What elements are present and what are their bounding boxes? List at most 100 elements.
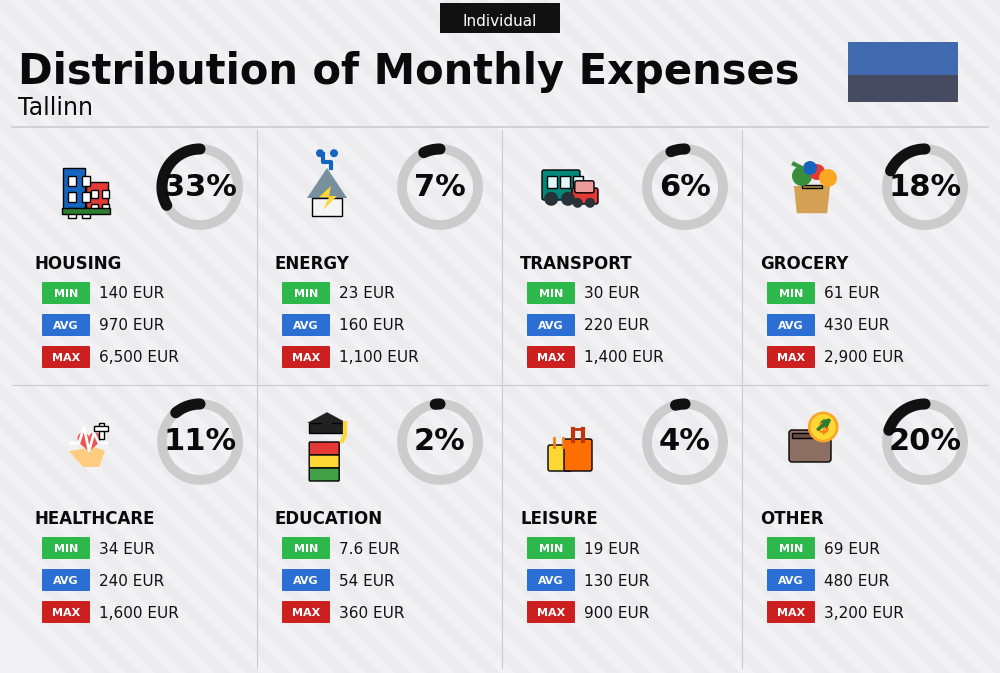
- Text: Distribution of Monthly Expenses: Distribution of Monthly Expenses: [18, 51, 800, 93]
- FancyBboxPatch shape: [792, 433, 828, 438]
- Circle shape: [809, 413, 837, 441]
- Text: MIN: MIN: [539, 544, 563, 554]
- FancyBboxPatch shape: [91, 190, 98, 199]
- Text: MIN: MIN: [294, 289, 318, 299]
- FancyBboxPatch shape: [68, 208, 76, 218]
- Text: AVG: AVG: [778, 576, 804, 586]
- Text: 480 EUR: 480 EUR: [824, 573, 889, 588]
- Circle shape: [803, 161, 817, 175]
- Text: HOUSING: HOUSING: [35, 255, 122, 273]
- Text: 4%: 4%: [659, 427, 711, 456]
- Text: $: $: [817, 419, 829, 437]
- Text: 2%: 2%: [414, 427, 466, 456]
- Circle shape: [792, 166, 812, 186]
- FancyBboxPatch shape: [282, 601, 330, 623]
- FancyBboxPatch shape: [282, 314, 330, 336]
- FancyBboxPatch shape: [848, 42, 958, 75]
- Text: MAX: MAX: [52, 608, 80, 618]
- Text: 7%: 7%: [414, 172, 466, 201]
- FancyBboxPatch shape: [560, 176, 570, 188]
- FancyBboxPatch shape: [282, 282, 330, 304]
- FancyBboxPatch shape: [82, 192, 90, 202]
- Circle shape: [573, 198, 583, 208]
- Text: 61 EUR: 61 EUR: [824, 287, 880, 302]
- Text: AVG: AVG: [53, 576, 79, 586]
- Text: AVG: AVG: [538, 576, 564, 586]
- Text: Tallinn: Tallinn: [18, 96, 93, 120]
- Text: MIN: MIN: [294, 544, 318, 554]
- Text: AVG: AVG: [778, 321, 804, 331]
- Polygon shape: [69, 447, 105, 467]
- Text: 20%: 20%: [889, 427, 962, 456]
- Text: MIN: MIN: [779, 289, 803, 299]
- Text: 19 EUR: 19 EUR: [584, 542, 640, 557]
- FancyBboxPatch shape: [572, 188, 598, 204]
- FancyBboxPatch shape: [548, 445, 572, 471]
- Text: 160 EUR: 160 EUR: [339, 318, 404, 334]
- Text: 30 EUR: 30 EUR: [584, 287, 640, 302]
- Text: MIN: MIN: [779, 544, 803, 554]
- FancyBboxPatch shape: [802, 185, 822, 188]
- FancyBboxPatch shape: [564, 439, 592, 471]
- Text: 69 EUR: 69 EUR: [824, 542, 880, 557]
- FancyBboxPatch shape: [767, 569, 815, 591]
- FancyBboxPatch shape: [86, 182, 108, 212]
- FancyBboxPatch shape: [573, 176, 583, 188]
- Text: 34 EUR: 34 EUR: [99, 542, 155, 557]
- Text: AVG: AVG: [538, 321, 564, 331]
- Text: MIN: MIN: [54, 544, 78, 554]
- FancyBboxPatch shape: [68, 176, 76, 186]
- FancyBboxPatch shape: [527, 346, 575, 368]
- Circle shape: [561, 192, 575, 206]
- Text: AVG: AVG: [293, 321, 319, 331]
- Polygon shape: [319, 186, 337, 210]
- Circle shape: [322, 418, 332, 428]
- Text: 240 EUR: 240 EUR: [99, 573, 164, 588]
- Text: 3,200 EUR: 3,200 EUR: [824, 606, 904, 621]
- Text: 2,900 EUR: 2,900 EUR: [824, 351, 904, 365]
- FancyBboxPatch shape: [527, 537, 575, 559]
- Text: ENERGY: ENERGY: [275, 255, 350, 273]
- Polygon shape: [794, 186, 830, 213]
- FancyBboxPatch shape: [42, 282, 90, 304]
- FancyBboxPatch shape: [42, 314, 90, 336]
- FancyBboxPatch shape: [440, 3, 560, 33]
- Text: 11%: 11%: [163, 427, 237, 456]
- FancyBboxPatch shape: [102, 190, 109, 199]
- Text: 33%: 33%: [164, 172, 236, 201]
- FancyBboxPatch shape: [94, 426, 108, 431]
- FancyBboxPatch shape: [42, 537, 90, 559]
- Text: 23 EUR: 23 EUR: [339, 287, 395, 302]
- FancyBboxPatch shape: [312, 198, 342, 216]
- Polygon shape: [307, 412, 347, 423]
- Text: 1,400 EUR: 1,400 EUR: [584, 351, 664, 365]
- FancyBboxPatch shape: [309, 455, 339, 468]
- FancyBboxPatch shape: [282, 537, 330, 559]
- FancyBboxPatch shape: [82, 208, 90, 218]
- Text: MIN: MIN: [539, 289, 563, 299]
- Text: 130 EUR: 130 EUR: [584, 573, 649, 588]
- Text: 430 EUR: 430 EUR: [824, 318, 889, 334]
- FancyBboxPatch shape: [848, 75, 958, 102]
- Text: EDUCATION: EDUCATION: [275, 510, 383, 528]
- Text: MAX: MAX: [52, 353, 80, 363]
- FancyBboxPatch shape: [62, 208, 110, 214]
- FancyBboxPatch shape: [547, 176, 557, 188]
- FancyBboxPatch shape: [42, 569, 90, 591]
- FancyBboxPatch shape: [282, 346, 330, 368]
- Text: HEALTHCARE: HEALTHCARE: [35, 510, 156, 528]
- Text: 1,100 EUR: 1,100 EUR: [339, 351, 419, 365]
- Text: 1,600 EUR: 1,600 EUR: [99, 606, 179, 621]
- FancyBboxPatch shape: [767, 314, 815, 336]
- FancyBboxPatch shape: [42, 601, 90, 623]
- Text: LEISURE: LEISURE: [520, 510, 598, 528]
- Text: 54 EUR: 54 EUR: [339, 573, 395, 588]
- FancyBboxPatch shape: [527, 601, 575, 623]
- Text: 970 EUR: 970 EUR: [99, 318, 164, 334]
- FancyBboxPatch shape: [767, 537, 815, 559]
- FancyBboxPatch shape: [309, 468, 339, 481]
- Text: 360 EUR: 360 EUR: [339, 606, 404, 621]
- FancyBboxPatch shape: [91, 204, 98, 212]
- FancyBboxPatch shape: [527, 314, 575, 336]
- FancyBboxPatch shape: [767, 282, 815, 304]
